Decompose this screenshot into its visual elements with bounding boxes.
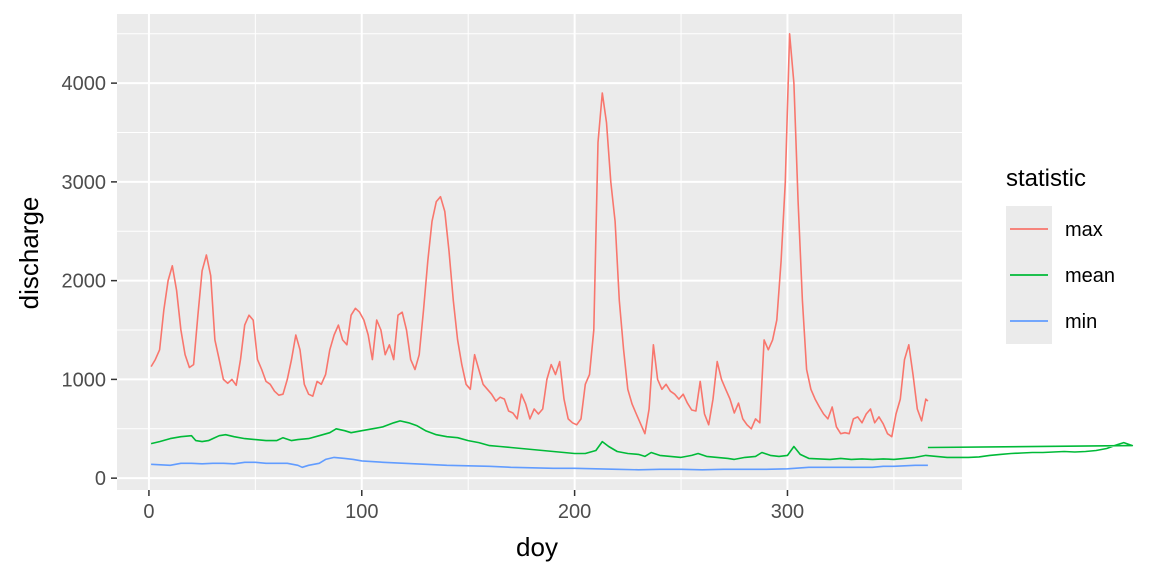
minor-gridlines xyxy=(117,14,962,490)
y-tick-label: 3000 xyxy=(62,172,107,194)
x-tick-label: 300 xyxy=(771,501,804,523)
y-tick-label: 2000 xyxy=(62,271,107,293)
series-layer xyxy=(150,33,1134,471)
major-gridlines xyxy=(117,14,962,490)
series-line-min xyxy=(151,456,928,471)
x-tick-label: 0 xyxy=(143,501,154,523)
legend-item-label: mean xyxy=(1065,265,1115,287)
y-axis-title: discharge xyxy=(14,197,44,310)
legend-item-label: max xyxy=(1065,219,1103,241)
legend-title: statistic xyxy=(1006,165,1086,192)
series-line-max xyxy=(150,33,929,438)
x-tick-label: 200 xyxy=(558,501,591,523)
y-tick-label: 0 xyxy=(95,468,106,490)
y-tick-label: 1000 xyxy=(62,369,107,391)
x-axis: 0 100 200 300 xyxy=(143,490,804,523)
legend-item-label: min xyxy=(1065,311,1097,333)
series-line-mean xyxy=(150,420,1134,461)
x-axis-title: doy xyxy=(516,532,558,562)
legend-keys: max mean min xyxy=(1006,206,1115,344)
y-tick-label: 4000 xyxy=(62,73,107,95)
y-axis: 0 1000 2000 3000 4000 xyxy=(62,73,117,490)
legend: statistic max mean min xyxy=(1006,165,1115,344)
x-tick-label: 100 xyxy=(345,501,378,523)
